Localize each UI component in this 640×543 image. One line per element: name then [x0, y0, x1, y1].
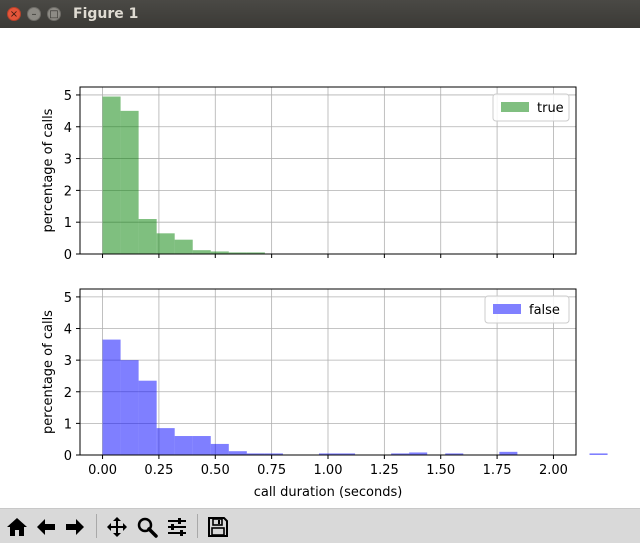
x-tick-label: 0.25: [144, 463, 173, 478]
y-axis-label: percentage of calls: [41, 108, 56, 232]
y-tick-label: 5: [64, 89, 72, 104]
histogram-bar: [445, 453, 464, 455]
y-tick-label: 4: [64, 121, 72, 136]
x-tick-label: 1.25: [370, 463, 399, 478]
y-tick-label: 3: [64, 153, 72, 168]
y-tick-label: 0: [64, 449, 72, 464]
histogram-bar: [138, 219, 157, 254]
x-axis-label: call duration (seconds): [254, 485, 403, 500]
x-tick-label: 0.50: [201, 463, 230, 478]
y-tick-label: 1: [64, 417, 72, 432]
home-icon: [7, 518, 27, 536]
pan-button[interactable]: [104, 514, 130, 540]
save-button[interactable]: [205, 514, 231, 540]
histogram-bar: [337, 453, 356, 455]
x-tick-label: 0.00: [88, 463, 117, 478]
forward-button[interactable]: [62, 514, 88, 540]
navigation-toolbar: [0, 508, 640, 543]
histogram-bar: [156, 428, 175, 455]
zoom-button[interactable]: [134, 514, 160, 540]
legend-box: [484, 295, 570, 324]
configure-subplots-button[interactable]: [164, 514, 190, 540]
y-tick-label: 1: [64, 216, 72, 231]
y-tick-label: 2: [64, 386, 72, 401]
histogram-bar: [589, 453, 608, 455]
save-icon: [208, 517, 228, 537]
legend-swatch: [501, 102, 529, 112]
y-tick-label: 0: [64, 248, 72, 263]
x-tick-label: 2.00: [539, 463, 568, 478]
histogram-bar: [318, 453, 338, 455]
histogram-bar: [210, 443, 229, 455]
legend-box: [492, 93, 570, 122]
maximize-window-button[interactable]: □: [47, 7, 61, 21]
pan-icon: [107, 517, 127, 537]
figure-svg: 0 1 2 3 4 5 percentage of calls true 0.00 0.25 0.5…: [41, 86, 608, 500]
close-window-button[interactable]: ×: [7, 7, 21, 21]
legend-label: false: [529, 303, 560, 318]
histogram-bar: [120, 360, 139, 455]
x-tick-label: 1.75: [483, 463, 512, 478]
histogram-bar: [246, 252, 265, 254]
histogram-bar: [174, 436, 193, 455]
histogram-bar: [120, 110, 139, 254]
histogram-bar: [499, 451, 518, 455]
histogram-bar: [102, 96, 121, 255]
histogram-bar: [210, 251, 229, 254]
histogram-bar: [391, 453, 410, 455]
legend-label: true: [537, 101, 564, 116]
histogram-bar: [192, 436, 211, 455]
legend-swatch: [493, 304, 521, 314]
histogram-bar: [192, 250, 211, 254]
histogram-bar: [156, 233, 175, 254]
window-titlebar: × – □ Figure 1: [0, 0, 640, 28]
y-tick-label: 2: [64, 184, 72, 199]
toolbar-separator: [197, 514, 198, 538]
histogram-bar: [246, 453, 265, 455]
configure-subplots-icon: [168, 518, 186, 536]
figure-canvas[interactable]: 0 1 2 3 4 5 percentage of calls true 0.00 0.25 0.5…: [0, 28, 640, 508]
x-tick-label: 1.00: [314, 463, 343, 478]
x-tick-label: 1.50: [426, 463, 455, 478]
back-button[interactable]: [33, 514, 59, 540]
home-button[interactable]: [4, 514, 30, 540]
histogram-bar: [102, 339, 121, 455]
zoom-icon: [137, 517, 158, 538]
forward-icon: [66, 519, 84, 535]
y-tick-label: 5: [64, 291, 72, 306]
histogram-bar: [409, 452, 428, 455]
y-tick-label: 3: [64, 354, 72, 369]
histogram-bar: [138, 380, 157, 455]
window-title: Figure 1: [73, 6, 139, 22]
histogram-bar: [228, 252, 247, 254]
histogram-bar: [228, 451, 247, 455]
toolbar-separator: [96, 514, 97, 538]
y-axis-label: percentage of calls: [41, 310, 56, 434]
minimize-window-button[interactable]: –: [27, 7, 41, 21]
x-tick-label: 0.75: [257, 463, 286, 478]
back-icon: [37, 519, 55, 535]
histogram-bar: [174, 239, 193, 254]
histogram-bar: [264, 453, 283, 455]
y-tick-label: 4: [64, 323, 72, 338]
